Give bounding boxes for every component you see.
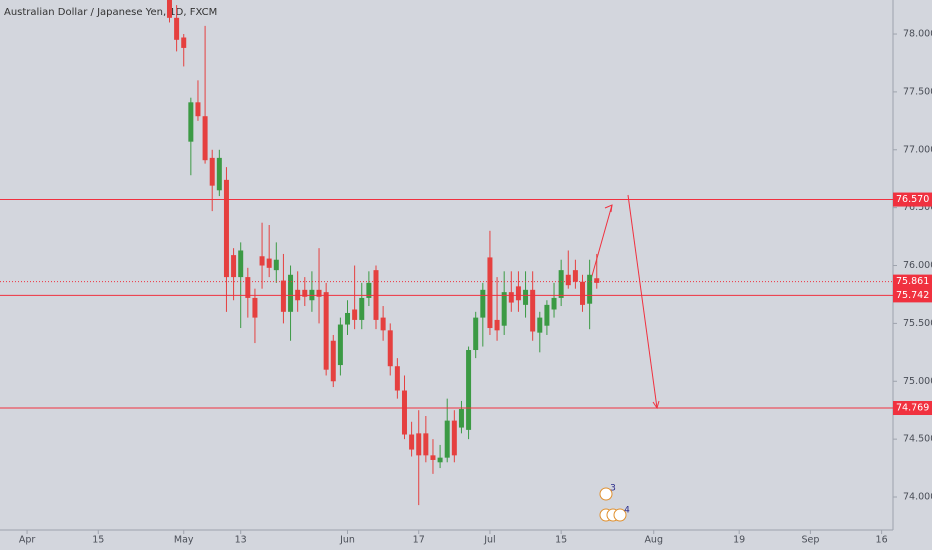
last-price-box xyxy=(893,274,932,289)
candle-body xyxy=(580,281,586,305)
candle-body xyxy=(530,289,536,332)
candle-body xyxy=(195,102,201,117)
candle-body xyxy=(423,433,429,456)
candle-body xyxy=(316,289,322,297)
candle-body xyxy=(451,420,457,456)
candle-body xyxy=(394,366,400,391)
candle-body xyxy=(216,157,222,191)
candle-body xyxy=(466,350,472,430)
level-box xyxy=(893,288,932,303)
candle-body xyxy=(174,17,180,40)
x-tick-label: May xyxy=(174,535,194,546)
x-tick-label: 19 xyxy=(733,535,745,546)
y-tick-label: 77.500 xyxy=(903,86,932,97)
candle-body xyxy=(323,292,329,370)
candle-body xyxy=(166,0,172,18)
y-tick-label: 75.500 xyxy=(903,318,932,329)
candle-body xyxy=(444,420,450,458)
candle-body xyxy=(223,179,229,278)
x-tick-label: 15 xyxy=(555,535,567,546)
candle-body xyxy=(558,270,564,298)
candle-body xyxy=(473,317,479,351)
candle-body xyxy=(501,292,507,326)
x-tick-label: 17 xyxy=(413,535,425,546)
candle-body xyxy=(565,274,571,286)
candle-body xyxy=(515,286,521,301)
candle-body xyxy=(231,255,237,278)
candle-body xyxy=(572,270,578,282)
y-tick-label: 77.000 xyxy=(903,144,932,155)
level-label: 76.570 xyxy=(896,194,929,205)
candle-body xyxy=(401,390,407,435)
arrow-down xyxy=(627,194,658,409)
candle-body xyxy=(352,309,358,320)
y-tick-label: 75.000 xyxy=(903,376,932,387)
candle-body xyxy=(387,330,393,367)
candle-body xyxy=(280,280,286,312)
arrow-head xyxy=(604,204,613,213)
candle-body xyxy=(288,274,294,312)
x-tick-label: Jun xyxy=(339,535,355,546)
y-tick-label: 74.000 xyxy=(903,492,932,503)
x-tick-label: Apr xyxy=(19,535,36,546)
candle-body xyxy=(437,457,443,463)
candle-body xyxy=(409,434,415,450)
y-tick-label: 74.500 xyxy=(903,434,932,445)
x-tick-label: Sep xyxy=(801,535,819,546)
candle-body xyxy=(273,259,279,271)
candle-body xyxy=(523,289,529,305)
x-tick-label: 13 xyxy=(235,535,247,546)
level-box xyxy=(893,192,932,207)
candle-body xyxy=(209,157,215,186)
y-tick-label: 78.000 xyxy=(903,29,932,40)
arrow-up xyxy=(589,204,613,284)
candle-body xyxy=(366,282,372,298)
candle-body xyxy=(380,317,386,331)
candle-body xyxy=(345,312,351,325)
candle-body xyxy=(202,116,208,161)
candle-body xyxy=(238,250,244,278)
candle-body xyxy=(594,278,600,283)
x-tick-label: Aug xyxy=(644,535,663,546)
y-tick-label: 76.500 xyxy=(903,202,932,213)
event-count: 4 xyxy=(624,506,630,516)
candle-body xyxy=(181,37,187,48)
candle-body xyxy=(416,433,422,456)
candle-body xyxy=(337,324,343,366)
candle-body xyxy=(266,258,272,268)
event-icons[interactable] xyxy=(599,487,627,522)
chart-title: Australian Dollar / Japanese Yen, 1D, FX… xyxy=(4,7,217,18)
x-tick-label: 16 xyxy=(876,535,888,546)
candle-body xyxy=(480,289,486,318)
candle-body xyxy=(259,256,265,266)
candle-body xyxy=(494,319,500,331)
level-label: 75.742 xyxy=(896,290,929,301)
last-price-label: 75.861 xyxy=(896,276,929,287)
candle-body xyxy=(188,102,194,142)
event-icon[interactable] xyxy=(599,487,613,501)
x-tick-label: Jul xyxy=(483,535,495,546)
candle-body xyxy=(544,304,550,326)
x-tick-label: 15 xyxy=(92,535,104,546)
candle-body xyxy=(487,257,493,329)
candle-body xyxy=(302,289,308,297)
candle-body xyxy=(359,297,365,320)
candle-body xyxy=(252,297,258,318)
event-count: 3 xyxy=(610,484,616,494)
level-label: 74.769 xyxy=(896,403,929,414)
candle-body xyxy=(245,277,251,298)
candle-body xyxy=(458,409,464,428)
y-tick-label: 76.000 xyxy=(903,260,932,271)
candle-body xyxy=(537,317,543,333)
event-icon[interactable] xyxy=(613,508,627,522)
candle-body xyxy=(508,292,514,303)
candle-body xyxy=(430,455,436,460)
level-box xyxy=(893,401,932,416)
candle-body xyxy=(551,297,557,310)
candle-body xyxy=(587,274,593,304)
candle-body xyxy=(330,340,336,382)
